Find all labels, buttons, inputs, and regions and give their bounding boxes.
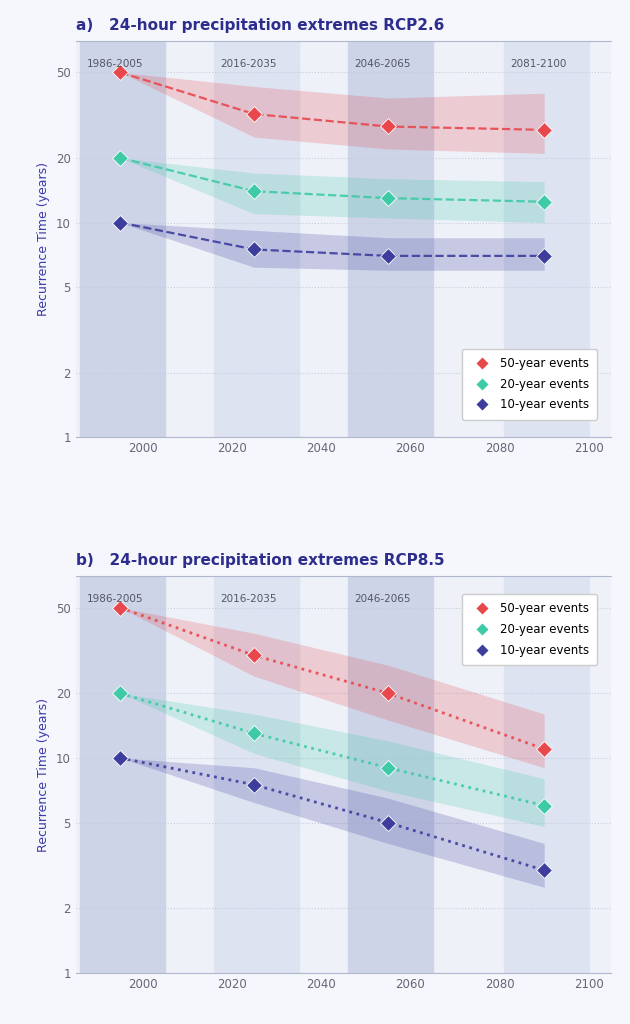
Point: [249, 776, 259, 793]
Point: [539, 798, 549, 814]
Text: 1986-2005: 1986-2005: [87, 594, 143, 604]
Bar: [214, 577, 299, 973]
Point: [115, 750, 125, 766]
Text: 2016-2035: 2016-2035: [220, 58, 277, 69]
Bar: [348, 577, 433, 973]
Bar: [504, 41, 589, 437]
Point: [249, 183, 259, 200]
Bar: [80, 577, 165, 973]
Point: [539, 122, 549, 138]
Point: [383, 189, 393, 206]
Text: 2046-2065: 2046-2065: [355, 58, 411, 69]
Point: [383, 248, 393, 264]
Point: [249, 647, 259, 664]
Y-axis label: Recurrence Time (years): Recurrence Time (years): [37, 162, 50, 316]
Point: [115, 599, 125, 615]
Point: [383, 760, 393, 776]
Bar: [348, 41, 433, 437]
Text: 2081-2100: 2081-2100: [511, 594, 567, 604]
Point: [539, 248, 549, 264]
Point: [115, 685, 125, 701]
Legend: 50-year events, 20-year events, 10-year events: 50-year events, 20-year events, 10-year …: [462, 349, 597, 420]
Text: 2081-2100: 2081-2100: [511, 58, 567, 69]
Text: a)   24-hour precipitation extremes RCP2.6: a) 24-hour precipitation extremes RCP2.6: [76, 17, 444, 33]
Text: 1986-2005: 1986-2005: [87, 58, 143, 69]
Bar: [504, 577, 589, 973]
Point: [539, 194, 549, 210]
Point: [249, 105, 259, 122]
Bar: [80, 41, 165, 437]
Point: [115, 214, 125, 230]
Text: b)   24-hour precipitation extremes RCP8.5: b) 24-hour precipitation extremes RCP8.5: [76, 553, 444, 568]
Bar: [214, 41, 299, 437]
Point: [383, 685, 393, 701]
Point: [249, 242, 259, 258]
Point: [115, 150, 125, 166]
Text: 2016-2035: 2016-2035: [220, 594, 277, 604]
Y-axis label: Recurrence Time (years): Recurrence Time (years): [37, 697, 50, 852]
Legend: 50-year events, 20-year events, 10-year events: 50-year events, 20-year events, 10-year …: [462, 594, 597, 665]
Point: [539, 862, 549, 879]
Point: [383, 814, 393, 830]
Point: [383, 119, 393, 135]
Point: [115, 65, 125, 81]
Text: 2046-2065: 2046-2065: [355, 594, 411, 604]
Point: [249, 725, 259, 741]
Point: [539, 740, 549, 757]
